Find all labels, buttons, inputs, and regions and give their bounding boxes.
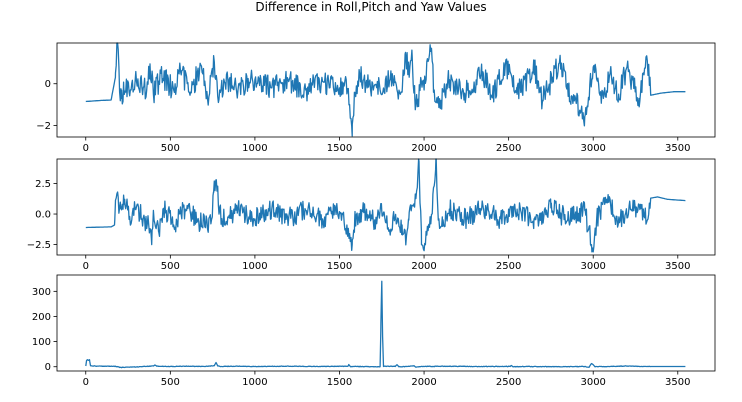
yaw-xtick-label: 3500: [665, 377, 690, 388]
roll-xtick-label: 0: [83, 143, 89, 154]
subplot-pitch: 0 500 1000 1500 2000 2500 3000 3500 −2.5 0.0 2.5: [27, 158, 716, 272]
yaw-ytick-label: 100: [32, 337, 51, 348]
yaw-xtick-label: 500: [161, 377, 180, 388]
roll-xtick-label: 3500: [665, 143, 690, 154]
roll-ticks: 0 500 1000 1500 2000 2500 3000 3500 −2 0: [36, 79, 690, 154]
pitch-series: [85, 158, 686, 253]
yaw-ticks: 0 500 1000 1500 2000 2500 3000 3500 0 100 200 300: [32, 287, 691, 388]
yaw-xtick-label: 3000: [580, 377, 605, 388]
yaw-series-line: [85, 280, 686, 369]
yaw-xtick-label: 1000: [242, 377, 267, 388]
yaw-xtick-label: 1500: [327, 377, 352, 388]
pitch-ticks: 0 500 1000 1500 2000 2500 3000 3500 −2.5 0.0 2.5: [27, 179, 691, 272]
pitch-xtick-label: 1500: [327, 261, 352, 272]
yaw-ytick-label: 200: [32, 312, 51, 323]
pitch-xtick-label: 2500: [496, 261, 521, 272]
roll-xtick-label: 2000: [411, 143, 436, 154]
roll-ytick-label: −2: [36, 121, 51, 132]
yaw-ytick-label: 300: [32, 287, 51, 298]
roll-ytick-label: 0: [45, 79, 51, 90]
yaw-xtick-label: 2000: [411, 377, 436, 388]
pitch-xtick-label: 0: [83, 261, 89, 272]
subplot-roll: 0 500 1000 1500 2000 2500 3000 3500 −2 0: [36, 42, 716, 154]
pitch-xtick-label: 3000: [580, 261, 605, 272]
yaw-xtick-label: 0: [83, 377, 89, 388]
subplot-yaw: 0 500 1000 1500 2000 2500 3000 3500 0 100 200 300: [32, 274, 716, 388]
roll-xtick-label: 500: [161, 143, 180, 154]
yaw-xtick-label: 2500: [496, 377, 521, 388]
figure-title: Difference in Roll,Pitch and Yaw Values: [255, 0, 486, 14]
yaw-series: [85, 280, 686, 369]
roll-xtick-label: 2500: [496, 143, 521, 154]
roll-xtick-label: 1500: [327, 143, 352, 154]
pitch-series-line: [85, 158, 686, 253]
pitch-xtick-label: 1000: [242, 261, 267, 272]
pitch-ytick-label: 0.0: [35, 210, 51, 221]
pitch-ytick-label: 2.5: [35, 179, 51, 190]
roll-xtick-label: 3000: [580, 143, 605, 154]
roll-series: [85, 42, 686, 137]
roll-series-line: [85, 42, 686, 137]
pitch-plot-frame: [56, 158, 716, 256]
pitch-xtick-label: 500: [161, 261, 180, 272]
yaw-plot-frame: [56, 274, 716, 372]
roll-plot-frame: [56, 42, 716, 138]
pitch-xtick-label: 2000: [411, 261, 436, 272]
pitch-ytick-label: −2.5: [27, 240, 51, 251]
pitch-xtick-label: 3500: [665, 261, 690, 272]
yaw-ytick-label: 0: [45, 362, 51, 373]
roll-xtick-label: 1000: [242, 143, 267, 154]
